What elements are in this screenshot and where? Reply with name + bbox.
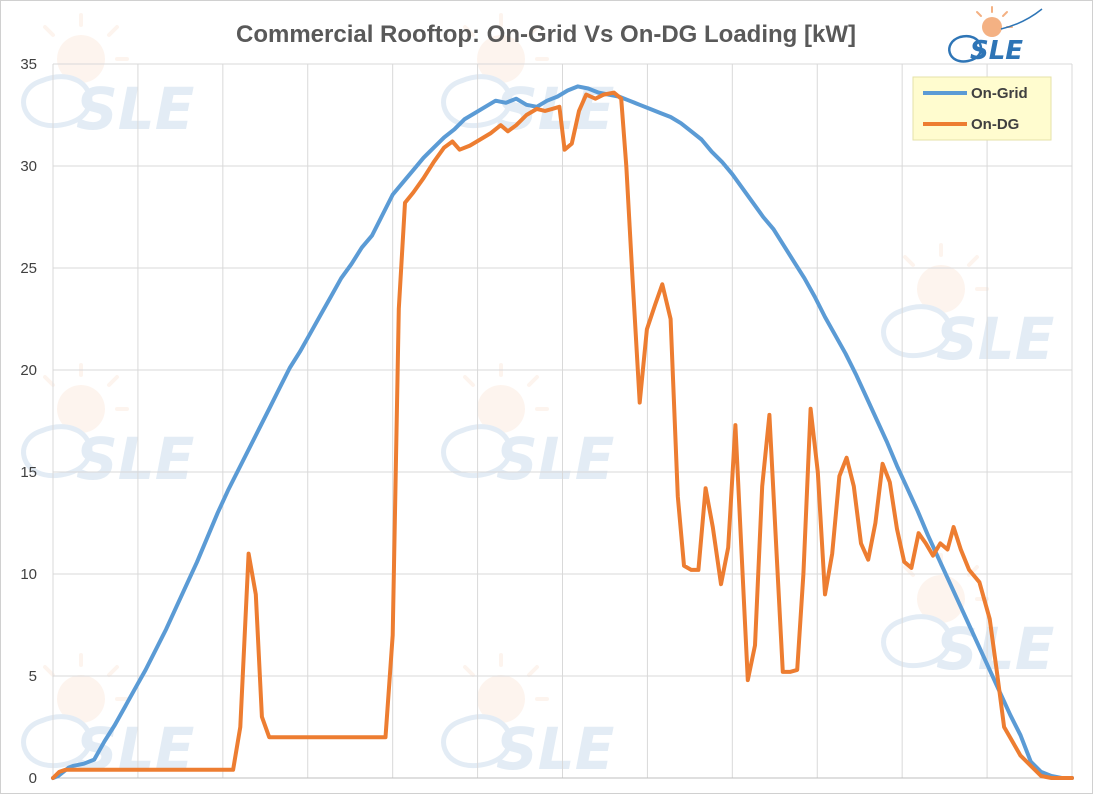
watermark-layer bbox=[24, 15, 1055, 783]
y-tick-label: 5 bbox=[29, 668, 37, 685]
y-tick-label: 10 bbox=[20, 566, 37, 583]
y-tick-label: 0 bbox=[29, 770, 37, 787]
y-tick-label: 25 bbox=[20, 260, 37, 277]
gridlines bbox=[52, 63, 1073, 778]
logo-text: SLE bbox=[970, 36, 1023, 66]
legend-label-on-dg: On-DG bbox=[971, 116, 1019, 133]
y-tick-label: 15 bbox=[20, 464, 37, 481]
y-axis-ticks: 0 5 10 15 20 25 30 35 bbox=[20, 56, 37, 787]
series-line-on-dg bbox=[51, 90, 1074, 780]
y-tick-label: 20 bbox=[20, 362, 37, 379]
series-line-on-grid bbox=[51, 84, 1074, 780]
legend-box bbox=[912, 76, 1052, 141]
legend: On-Grid On-DG bbox=[912, 76, 1052, 141]
series-layer bbox=[51, 84, 1074, 780]
y-tick-label: 35 bbox=[20, 56, 37, 73]
chart-title: Commercial Rooftop: On-Grid Vs On-DG Loa… bbox=[236, 21, 856, 48]
sle-logo: SLE bbox=[948, 6, 1043, 66]
legend-label-on-grid: On-Grid bbox=[971, 85, 1028, 102]
y-tick-label: 30 bbox=[20, 158, 37, 175]
